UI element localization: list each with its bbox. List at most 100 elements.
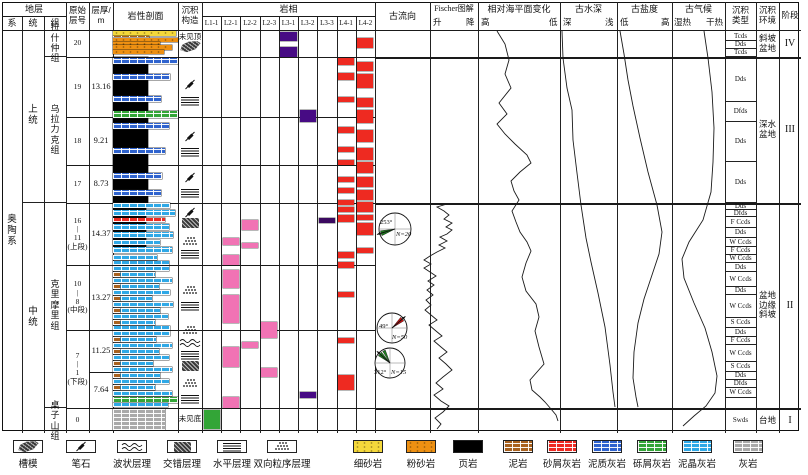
lithology-segment xyxy=(113,361,120,366)
layer-number-cell: 19 xyxy=(73,81,82,91)
legend-label: 泥质灰岩 xyxy=(587,459,627,470)
facies-mark xyxy=(357,162,374,173)
grid-line xyxy=(2,30,801,31)
legend-swatch xyxy=(66,440,96,453)
lithology-segment xyxy=(113,272,120,277)
header-system: 系 xyxy=(7,17,17,28)
grid-line xyxy=(375,2,376,433)
lithology-segment xyxy=(113,36,149,38)
facies-mark xyxy=(338,252,355,258)
header-depth-deep: 深 xyxy=(563,17,572,27)
facies-mark xyxy=(222,347,239,367)
dots-icon xyxy=(179,325,201,336)
svg-text:312°: 312° xyxy=(374,369,387,376)
facies-mark xyxy=(280,32,297,41)
sed-type-cell: Tcds xyxy=(725,48,756,57)
facies-column-header: L1-1 xyxy=(204,19,219,27)
brown-pattern xyxy=(504,441,532,452)
facies-mark xyxy=(338,97,355,102)
legend-swatch xyxy=(117,440,147,453)
environment-cell: 深水 盆地 xyxy=(758,119,776,139)
hlines-icon xyxy=(179,301,201,311)
facies-mark xyxy=(222,397,239,408)
sed-type-cell: Dds xyxy=(725,371,756,380)
lithology-segment xyxy=(113,261,169,265)
lithology-segment xyxy=(113,296,120,301)
grid-line xyxy=(66,57,375,58)
grid-line xyxy=(317,16,318,433)
legend-label: 波状层理 xyxy=(112,459,152,470)
facies-mark xyxy=(357,38,374,48)
grid-line xyxy=(298,16,299,433)
legend-swatch xyxy=(267,440,297,453)
sed-type-cell: Dfds xyxy=(725,209,756,217)
layer-number-cell: 17 xyxy=(73,178,82,188)
layer-number-cell: 0 xyxy=(75,415,80,425)
lithology-segment xyxy=(113,42,160,45)
legend-label: 泥岩 xyxy=(508,459,528,470)
facies-mark xyxy=(241,243,259,248)
facies-mark xyxy=(338,215,355,222)
legend-swatch xyxy=(453,440,483,453)
lithology-segment xyxy=(113,361,154,366)
lithology-segment xyxy=(113,203,171,208)
layer-number-cell: 7 | 1 (下段) xyxy=(67,350,88,386)
dkblue-pattern xyxy=(593,441,621,452)
sed-type-cell: W Ccds xyxy=(725,272,756,287)
environment-cell: 斜坡 盆地 xyxy=(758,32,776,53)
lithology-segment xyxy=(113,379,169,384)
grid-line xyxy=(672,2,673,433)
hlines-icon xyxy=(179,188,201,198)
facies-mark xyxy=(318,218,335,223)
lithology-segment xyxy=(113,296,152,301)
layer-number-cell: 20 xyxy=(73,38,82,48)
legend-swatch xyxy=(637,440,667,453)
facies-column-header: L4-1 xyxy=(339,19,353,27)
salinity-curve xyxy=(619,30,663,408)
sed-type-cell: W Ccds xyxy=(725,295,756,318)
facies-column-header: L3-1 xyxy=(281,19,296,27)
yellow-pattern xyxy=(354,441,382,452)
environment-cell: 台地 xyxy=(758,414,776,425)
legend-label: 交错层理 xyxy=(162,459,202,470)
lithology-segment xyxy=(113,320,120,325)
lithology-segment xyxy=(113,111,178,118)
svg-text:49°: 49° xyxy=(379,323,389,330)
header-sed-type: 沉积 类型 xyxy=(731,5,749,25)
lithology-segment xyxy=(113,278,172,283)
lithology-segment xyxy=(113,38,178,42)
facies-column-header: L3-3 xyxy=(320,19,334,27)
lithology-segment xyxy=(113,349,159,354)
header-salinity-low: 低 xyxy=(620,17,629,27)
header-depth-shallow: 浅 xyxy=(605,17,614,27)
facies-mark xyxy=(338,200,355,205)
sed-type-cell: Dds xyxy=(725,162,756,203)
lithology-segment xyxy=(113,409,165,430)
facies-mark xyxy=(338,58,355,65)
header-climate-arid: 干热 xyxy=(706,17,724,27)
facies-mark xyxy=(280,47,297,57)
series-cell: 中 统 xyxy=(28,306,38,328)
facies-mark xyxy=(338,147,355,152)
lithology-segment xyxy=(113,148,165,154)
grid-line xyxy=(66,117,375,118)
lithology-segment xyxy=(113,224,169,230)
series-cell: 上 统 xyxy=(22,30,44,203)
sed-type-cell: Dds xyxy=(725,328,756,337)
dots-icon xyxy=(179,378,201,389)
header-stage: 阶段 xyxy=(781,10,799,21)
facies-mark xyxy=(338,292,355,297)
thickness-cell: 13.16 xyxy=(91,81,111,92)
facies-column-header: L2-3 xyxy=(262,19,277,27)
grid-line xyxy=(478,2,479,433)
lithology-segment xyxy=(113,284,120,289)
lithology-segment xyxy=(113,123,169,129)
lithology-segment xyxy=(113,266,169,271)
lithology-segment xyxy=(113,308,120,313)
facies-mark xyxy=(338,262,355,268)
facies-mark xyxy=(357,148,374,160)
pen-icon xyxy=(179,206,201,219)
lithology-segment xyxy=(113,190,161,196)
facies-mark xyxy=(261,322,278,338)
